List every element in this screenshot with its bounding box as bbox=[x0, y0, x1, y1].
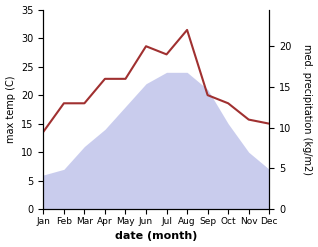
X-axis label: date (month): date (month) bbox=[115, 231, 197, 242]
Y-axis label: max temp (C): max temp (C) bbox=[5, 76, 16, 143]
Y-axis label: med. precipitation (kg/m2): med. precipitation (kg/m2) bbox=[302, 44, 313, 175]
